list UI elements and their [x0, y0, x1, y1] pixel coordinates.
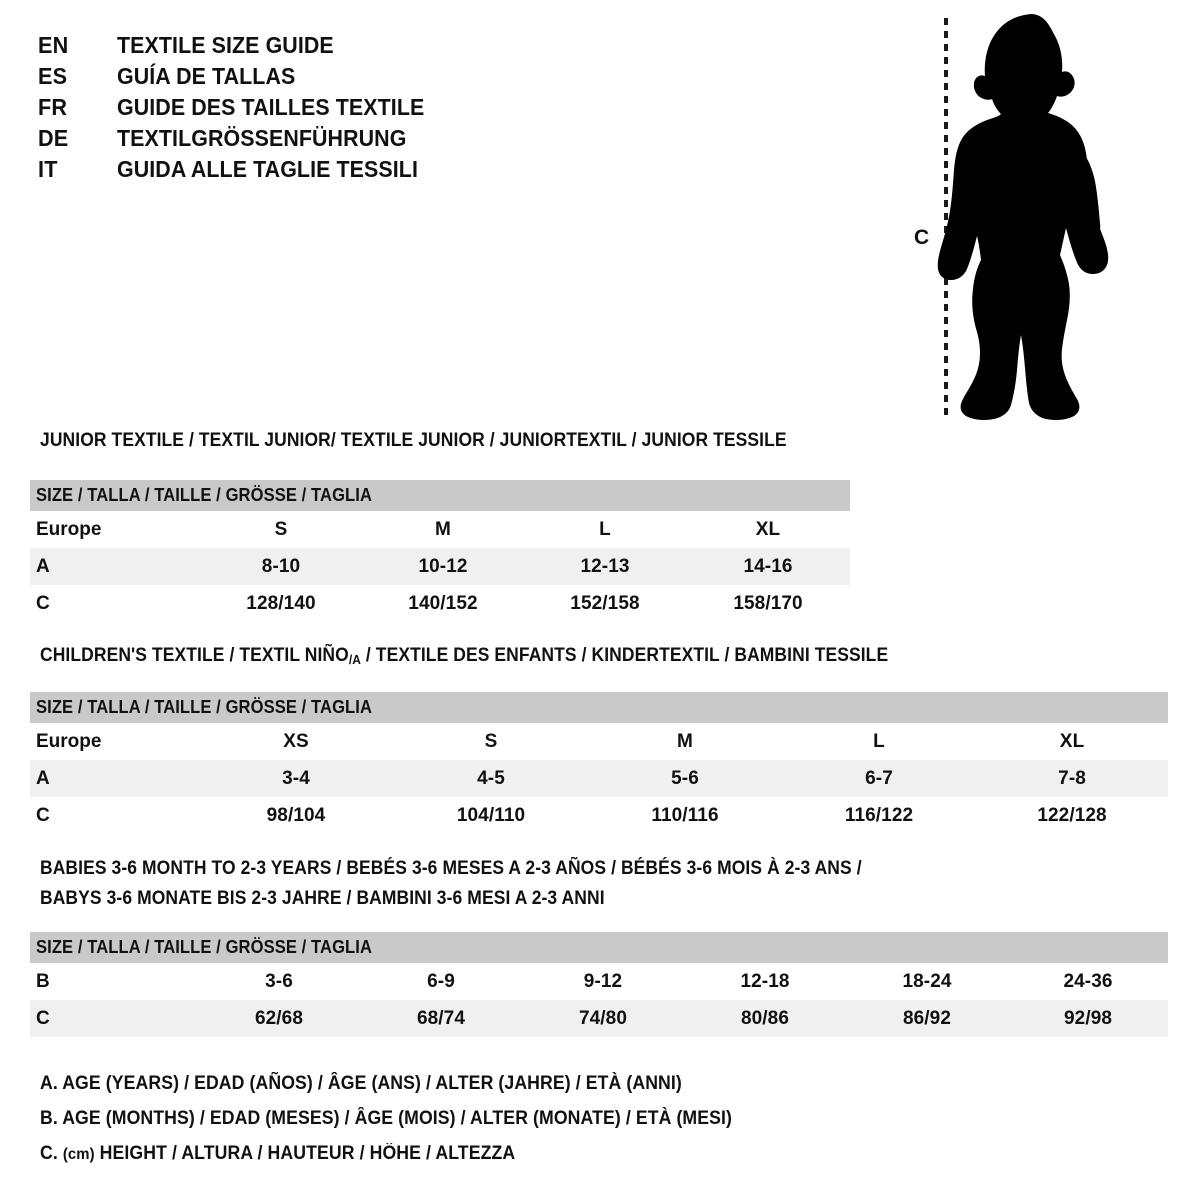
- children-row-c: C 98/104 104/110 110/116 116/122 122/128: [30, 797, 1169, 834]
- babies-band-row: SIZE / TALLA / TAILLE / GRÖSSE / TAGLIA: [30, 932, 1169, 963]
- height-illustration: C: [900, 8, 1150, 428]
- children-cell: 4-5: [394, 760, 588, 797]
- height-measure-label: C: [914, 226, 930, 249]
- toddler-silhouette-icon: [937, 14, 1109, 420]
- legend-line-c: C. (cm) HEIGHT / ALTURA / HAUTEUR / HÖHE…: [40, 1136, 877, 1171]
- children-row-a: A 3-4 4-5 5-6 6-7 7-8: [30, 760, 1169, 797]
- babies-cell: 86/92: [846, 1000, 1008, 1037]
- babies-cell: 80/86: [684, 1000, 846, 1037]
- language-row-de: DE TEXTILGRÖSSENFÜHRUNG: [38, 125, 598, 156]
- children-cell: 6-7: [782, 760, 976, 797]
- junior-cell: 10-12: [362, 548, 524, 585]
- junior-row-label: A: [30, 548, 200, 585]
- junior-row-label: Europe: [30, 511, 200, 548]
- children-row-label: A: [30, 760, 198, 797]
- legend-line-b: B. AGE (MONTHS) / EDAD (MESES) / ÂGE (MO…: [40, 1108, 732, 1129]
- legend-line-c-unit: (cm): [62, 1146, 95, 1163]
- children-band-label: SIZE / TALLA / TAILLE / GRÖSSE / TAGLIA: [30, 692, 1169, 723]
- babies-cell: 24-36: [1008, 963, 1169, 1000]
- babies-cell: 12-18: [684, 963, 846, 1000]
- section-title-children: CHILDREN'S TEXTILE / TEXTIL NIÑO/A / TEX…: [40, 645, 888, 667]
- children-cell: 98/104: [198, 797, 394, 834]
- junior-row-c: C 128/140 140/152 152/158 158/170: [30, 585, 851, 622]
- language-title-en: TEXTILE SIZE GUIDE: [117, 32, 334, 58]
- junior-cell: XL: [686, 511, 851, 548]
- babies-cell: 6-9: [360, 963, 522, 1000]
- section-title-babies-line1: BABIES 3-6 MONTH TO 2-3 YEARS / BEBÉS 3-…: [40, 858, 862, 879]
- legend-line-c-prefix: C.: [40, 1143, 63, 1164]
- children-cell: XL: [976, 723, 1169, 760]
- junior-cell: 128/140: [200, 585, 362, 622]
- language-code-en: EN: [38, 32, 69, 58]
- babies-cell: 92/98: [1008, 1000, 1169, 1037]
- language-row-it: IT GUIDA ALLE TAGLIE TESSILI: [38, 156, 598, 187]
- junior-row-a: A 8-10 10-12 12-13 14-16: [30, 548, 851, 585]
- section-title-children-part2: / TEXTILE DES ENFANTS / KINDERTEXTIL / B…: [360, 645, 889, 666]
- babies-row-label: B: [30, 963, 198, 1000]
- junior-cell: 8-10: [200, 548, 362, 585]
- language-code-de: DE: [38, 125, 69, 151]
- children-cell: 5-6: [588, 760, 782, 797]
- children-cell: L: [782, 723, 976, 760]
- children-band-row: SIZE / TALLA / TAILLE / GRÖSSE / TAGLIA: [30, 692, 1169, 723]
- language-title-de: TEXTILGRÖSSENFÜHRUNG: [117, 125, 407, 151]
- babies-row-c: C 62/68 68/74 74/80 80/86 86/92 92/98: [30, 1000, 1169, 1037]
- language-code-fr: FR: [38, 94, 68, 120]
- junior-cell: L: [524, 511, 686, 548]
- section-title-children-part1: CHILDREN'S TEXTILE / TEXTIL NIÑO: [40, 645, 349, 666]
- babies-cell: 68/74: [360, 1000, 522, 1037]
- children-row-europe: Europe XS S M L XL: [30, 723, 1169, 760]
- children-size-table: SIZE / TALLA / TAILLE / GRÖSSE / TAGLIA …: [30, 692, 1169, 834]
- babies-cell: 62/68: [198, 1000, 360, 1037]
- section-title-babies-line2: BABYS 3-6 MONATE BIS 2-3 JAHRE / BAMBINI…: [40, 888, 605, 909]
- junior-cell: S: [200, 511, 362, 548]
- section-title-children-sup: /A: [348, 651, 361, 667]
- babies-cell: 3-6: [198, 963, 360, 1000]
- legend-line-a: A. AGE (YEARS) / EDAD (AÑOS) / ÂGE (ANS)…: [40, 1073, 682, 1094]
- junior-cell: 12-13: [524, 548, 686, 585]
- children-cell: 104/110: [394, 797, 588, 834]
- babies-cell: 74/80: [522, 1000, 684, 1037]
- children-cell: S: [394, 723, 588, 760]
- junior-cell: 158/170: [686, 585, 851, 622]
- junior-cell: 140/152: [362, 585, 524, 622]
- language-code-it: IT: [38, 156, 58, 182]
- language-title-es: GUÍA DE TALLAS: [117, 63, 296, 89]
- children-cell: 110/116: [588, 797, 782, 834]
- junior-band-row: SIZE / TALLA / TAILLE / GRÖSSE / TAGLIA: [30, 480, 851, 511]
- babies-row-b: B 3-6 6-9 9-12 12-18 18-24 24-36: [30, 963, 1169, 1000]
- children-cell: 122/128: [976, 797, 1169, 834]
- junior-size-table: SIZE / TALLA / TAILLE / GRÖSSE / TAGLIA …: [30, 480, 851, 622]
- babies-cell: 18-24: [846, 963, 1008, 1000]
- section-title-junior: JUNIOR TEXTILE / TEXTIL JUNIOR/ TEXTILE …: [40, 430, 787, 451]
- language-header-block: EN TEXTILE SIZE GUIDE ES GUÍA DE TALLAS …: [38, 32, 598, 187]
- language-title-it: GUIDA ALLE TAGLIE TESSILI: [117, 156, 419, 182]
- junior-cell: 14-16: [686, 548, 851, 585]
- children-row-label: C: [30, 797, 198, 834]
- legend-line-c-rest: HEIGHT / ALTURA / HAUTEUR / HÖHE / ALTEZ…: [94, 1143, 516, 1164]
- children-cell: M: [588, 723, 782, 760]
- junior-row-label: C: [30, 585, 200, 622]
- junior-band-label: SIZE / TALLA / TAILLE / GRÖSSE / TAGLIA: [30, 480, 851, 511]
- junior-cell: M: [362, 511, 524, 548]
- babies-row-label: C: [30, 1000, 198, 1037]
- babies-cell: 9-12: [522, 963, 684, 1000]
- language-row-en: EN TEXTILE SIZE GUIDE: [38, 32, 598, 63]
- babies-size-table: SIZE / TALLA / TAILLE / GRÖSSE / TAGLIA …: [30, 932, 1169, 1037]
- children-cell: 7-8: [976, 760, 1169, 797]
- junior-cell: 152/158: [524, 585, 686, 622]
- babies-band-label: SIZE / TALLA / TAILLE / GRÖSSE / TAGLIA: [30, 932, 1169, 963]
- children-row-label: Europe: [30, 723, 198, 760]
- language-row-fr: FR GUIDE DES TAILLES TEXTILE: [38, 94, 598, 125]
- language-code-es: ES: [38, 63, 68, 89]
- children-cell: XS: [198, 723, 394, 760]
- children-cell: 3-4: [198, 760, 394, 797]
- language-row-es: ES GUÍA DE TALLAS: [38, 63, 598, 94]
- height-dashed-line-icon: [944, 18, 948, 418]
- legend-block: A. AGE (YEARS) / EDAD (AÑOS) / ÂGE (ANS)…: [40, 1066, 940, 1171]
- junior-row-europe: Europe S M L XL: [30, 511, 851, 548]
- language-title-fr: GUIDE DES TAILLES TEXTILE: [117, 94, 425, 120]
- children-cell: 116/122: [782, 797, 976, 834]
